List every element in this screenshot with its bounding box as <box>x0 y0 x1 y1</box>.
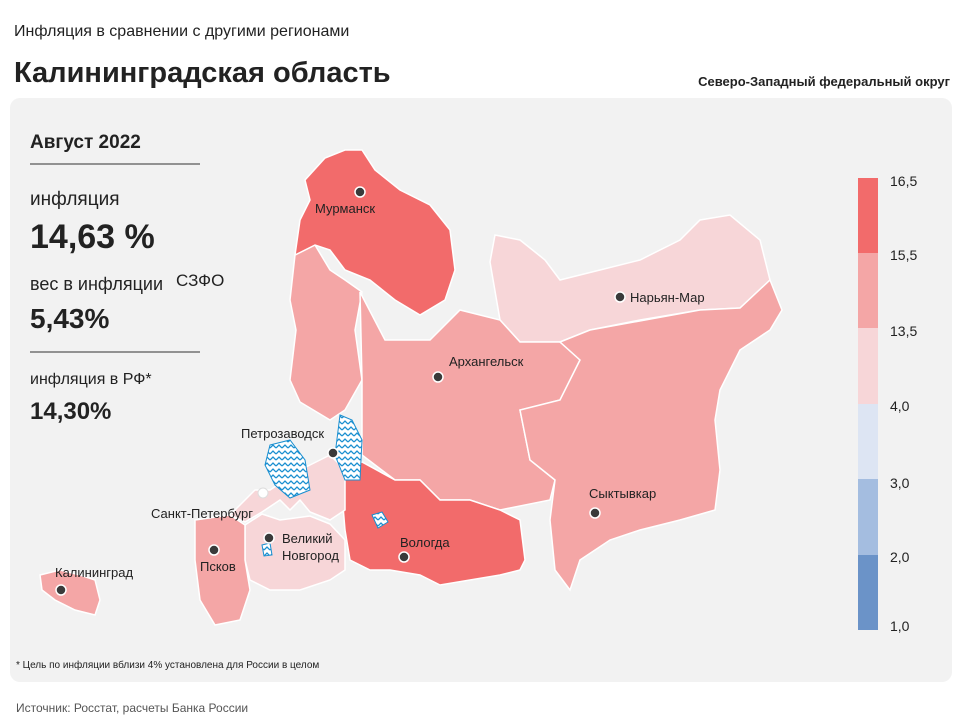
city-label-line: Великий <box>282 531 333 546</box>
legend-swatch <box>858 178 878 253</box>
city-dot <box>208 544 220 556</box>
inflation-value: 14,63 % <box>30 218 155 256</box>
legend-label: 15,5 <box>890 247 917 263</box>
lake <box>261 542 273 557</box>
city-label: Петрозаводск <box>241 426 324 441</box>
map: Мурманск Нарьян-Мар Архангельск Петрозав… <box>39 149 783 626</box>
lake <box>264 439 311 499</box>
city-label-line: Новгород <box>282 548 339 563</box>
legend-label: 13,5 <box>890 323 917 339</box>
legend-swatch <box>858 479 878 555</box>
city-label: Сыктывкар <box>589 486 656 501</box>
legend-swatch <box>858 404 878 479</box>
city-label: Вологда <box>400 535 450 550</box>
legend-label: 1,0 <box>890 618 910 634</box>
city-label: Архангельск <box>449 354 524 369</box>
city-label: Нарьян-Мар <box>630 290 705 305</box>
district: Северо-Западный федеральный округ <box>698 74 950 89</box>
legend-swatch <box>858 555 878 630</box>
city-dot <box>398 551 410 563</box>
city-label: Санкт-Петербург <box>151 506 253 521</box>
region <box>519 278 783 592</box>
city-label: Мурманск <box>315 201 375 216</box>
weight-label: вес в инфляции <box>30 274 163 294</box>
title: Калининградская область <box>14 57 391 89</box>
rf-value: 14,30% <box>30 398 111 425</box>
weight-region: СЗФО <box>176 271 224 290</box>
legend-label: 16,5 <box>890 173 917 189</box>
legend-swatch <box>858 253 878 328</box>
footnote: * Цель по инфляции вблизи 4% установлена… <box>16 659 319 671</box>
period: Август 2022 <box>30 132 141 153</box>
rf-label: инфляция в РФ* <box>30 371 152 388</box>
legend-label: 2,0 <box>890 549 910 565</box>
city-dot <box>589 507 601 519</box>
city-label: Великий Новгород <box>282 531 339 563</box>
city-dot <box>432 371 444 383</box>
city-label: Калининград <box>55 565 133 580</box>
city-dot <box>614 291 626 303</box>
legend-swatch <box>858 328 878 404</box>
city-label: Псков <box>200 559 236 574</box>
weight-value: 5,43% <box>30 303 109 334</box>
legend-label: 4,0 <box>890 398 910 414</box>
source: Источник: Росстат, расчеты Банка России <box>16 701 248 715</box>
city-dot <box>327 447 339 459</box>
city-dot <box>354 186 366 198</box>
city-dot <box>55 584 67 596</box>
legend-label: 3,0 <box>890 475 910 491</box>
region <box>339 461 526 586</box>
legend: 16,5 15,5 13,5 4,0 3,0 2,0 1,0 <box>858 173 917 634</box>
inflation-label: инфляция <box>30 189 119 210</box>
region <box>294 149 456 316</box>
city-dot <box>257 487 269 499</box>
lake <box>371 511 389 529</box>
city-dot <box>263 532 275 544</box>
region <box>289 244 363 421</box>
region <box>39 569 101 616</box>
subtitle: Инфляция в сравнении с другими регионами <box>14 23 349 40</box>
region <box>194 514 251 626</box>
